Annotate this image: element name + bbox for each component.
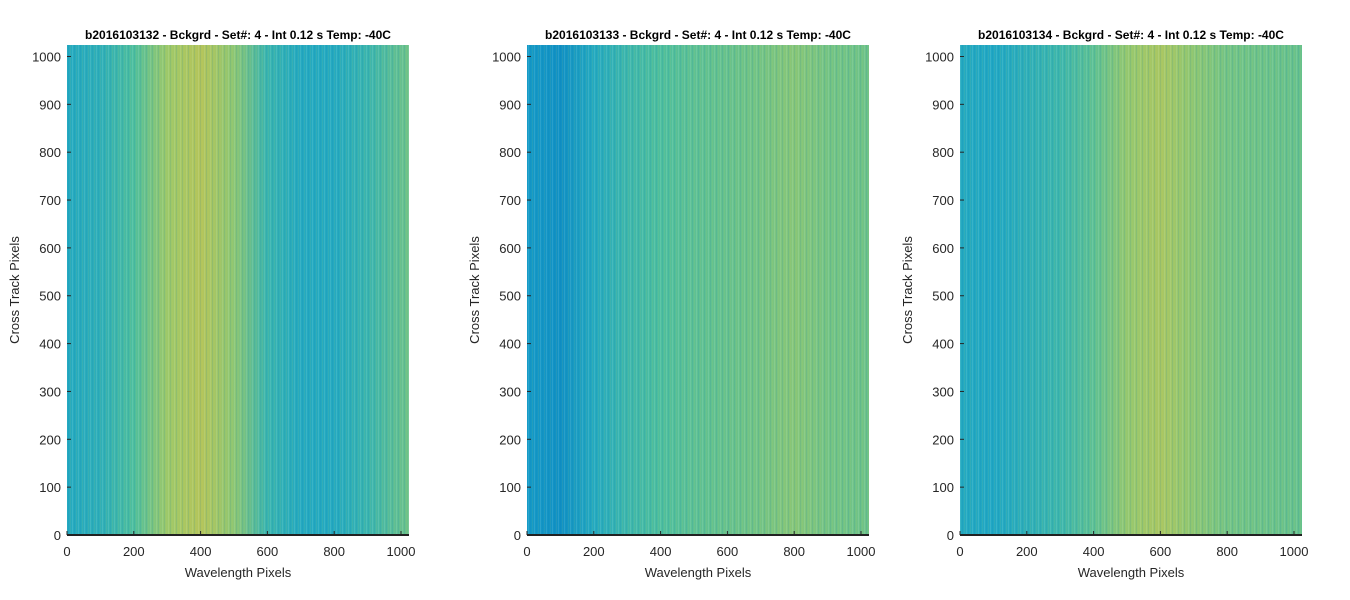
y-axis-ticks: 0 100 200 300 400 500 600 700 800 900 1000 bbox=[32, 49, 71, 543]
y-tick-label: 700 bbox=[932, 193, 954, 208]
y-tick-label: 300 bbox=[932, 384, 954, 399]
chart-title: b2016103134 - Bckgrd - Set#: 4 - Int 0.1… bbox=[978, 28, 1284, 42]
x-tick-label: 400 bbox=[1083, 544, 1105, 559]
panel-1: b2016103132 - Bckgrd - Set#: 4 - Int 0.1… bbox=[7, 28, 415, 580]
y-tick-label: 0 bbox=[947, 528, 954, 543]
chart-title: b2016103132 - Bckgrd - Set#: 4 - Int 0.1… bbox=[85, 28, 391, 42]
y-axis-label: Cross Track Pixels bbox=[900, 236, 915, 344]
y-tick-label: 200 bbox=[39, 432, 61, 447]
x-axis-ticks: 0 200 400 600 800 1000 bbox=[523, 531, 875, 559]
y-axis-label: Cross Track Pixels bbox=[467, 236, 482, 344]
x-tick-label: 1000 bbox=[1280, 544, 1309, 559]
x-tick-label: 800 bbox=[783, 544, 805, 559]
y-tick-label: 500 bbox=[39, 289, 61, 304]
chart-title: b2016103133 - Bckgrd - Set#: 4 - Int 0.1… bbox=[545, 28, 851, 42]
y-axis-ticks: 0 100 200 300 400 500 600 700 800 900 1000 bbox=[925, 49, 964, 543]
y-tick-label: 1000 bbox=[492, 49, 521, 64]
x-tick-label: 600 bbox=[717, 544, 739, 559]
x-tick-label: 600 bbox=[257, 544, 279, 559]
x-tick-label: 0 bbox=[956, 544, 963, 559]
y-tick-label: 100 bbox=[932, 480, 954, 495]
x-tick-label: 400 bbox=[190, 544, 212, 559]
y-axis-ticks: 0 100 200 300 400 500 600 700 800 900 1000 bbox=[492, 49, 531, 543]
y-tick-label: 0 bbox=[54, 528, 61, 543]
y-tick-label: 0 bbox=[514, 528, 521, 543]
panel-3: b2016103134 - Bckgrd - Set#: 4 - Int 0.1… bbox=[900, 28, 1308, 580]
x-tick-label: 200 bbox=[583, 544, 605, 559]
y-tick-label: 500 bbox=[932, 289, 954, 304]
x-tick-label: 400 bbox=[650, 544, 672, 559]
y-tick-label: 1000 bbox=[32, 49, 61, 64]
y-tick-label: 200 bbox=[499, 432, 521, 447]
y-tick-label: 400 bbox=[499, 337, 521, 352]
x-tick-label: 800 bbox=[1216, 544, 1238, 559]
panel-2: b2016103133 - Bckgrd - Set#: 4 - Int 0.1… bbox=[467, 28, 875, 580]
heatmap-texture bbox=[960, 45, 1302, 535]
y-tick-label: 100 bbox=[499, 480, 521, 495]
y-tick-label: 900 bbox=[932, 97, 954, 112]
y-tick-label: 900 bbox=[39, 97, 61, 112]
y-tick-label: 1000 bbox=[925, 49, 954, 64]
y-tick-label: 900 bbox=[499, 97, 521, 112]
y-tick-label: 800 bbox=[499, 145, 521, 160]
x-tick-label: 1000 bbox=[847, 544, 876, 559]
x-tick-label: 0 bbox=[523, 544, 530, 559]
x-tick-label: 600 bbox=[1150, 544, 1172, 559]
y-tick-label: 100 bbox=[39, 480, 61, 495]
y-tick-label: 300 bbox=[39, 384, 61, 399]
x-tick-label: 0 bbox=[63, 544, 70, 559]
heatmap-texture bbox=[67, 45, 409, 535]
y-tick-label: 400 bbox=[932, 337, 954, 352]
x-axis-label: Wavelength Pixels bbox=[1078, 565, 1185, 580]
y-tick-label: 600 bbox=[499, 241, 521, 256]
y-tick-label: 800 bbox=[932, 145, 954, 160]
x-tick-label: 200 bbox=[123, 544, 145, 559]
x-tick-label: 1000 bbox=[387, 544, 416, 559]
heatmap-texture bbox=[527, 45, 869, 535]
y-tick-label: 500 bbox=[499, 289, 521, 304]
y-tick-label: 600 bbox=[39, 241, 61, 256]
x-axis-label: Wavelength Pixels bbox=[645, 565, 752, 580]
y-tick-label: 400 bbox=[39, 337, 61, 352]
x-axis-label: Wavelength Pixels bbox=[185, 565, 292, 580]
y-tick-label: 700 bbox=[39, 193, 61, 208]
y-tick-label: 300 bbox=[499, 384, 521, 399]
y-tick-label: 200 bbox=[932, 432, 954, 447]
y-tick-label: 600 bbox=[932, 241, 954, 256]
x-tick-label: 200 bbox=[1016, 544, 1038, 559]
y-tick-label: 800 bbox=[39, 145, 61, 160]
x-tick-label: 800 bbox=[323, 544, 345, 559]
y-axis-label: Cross Track Pixels bbox=[7, 236, 22, 344]
y-tick-label: 700 bbox=[499, 193, 521, 208]
